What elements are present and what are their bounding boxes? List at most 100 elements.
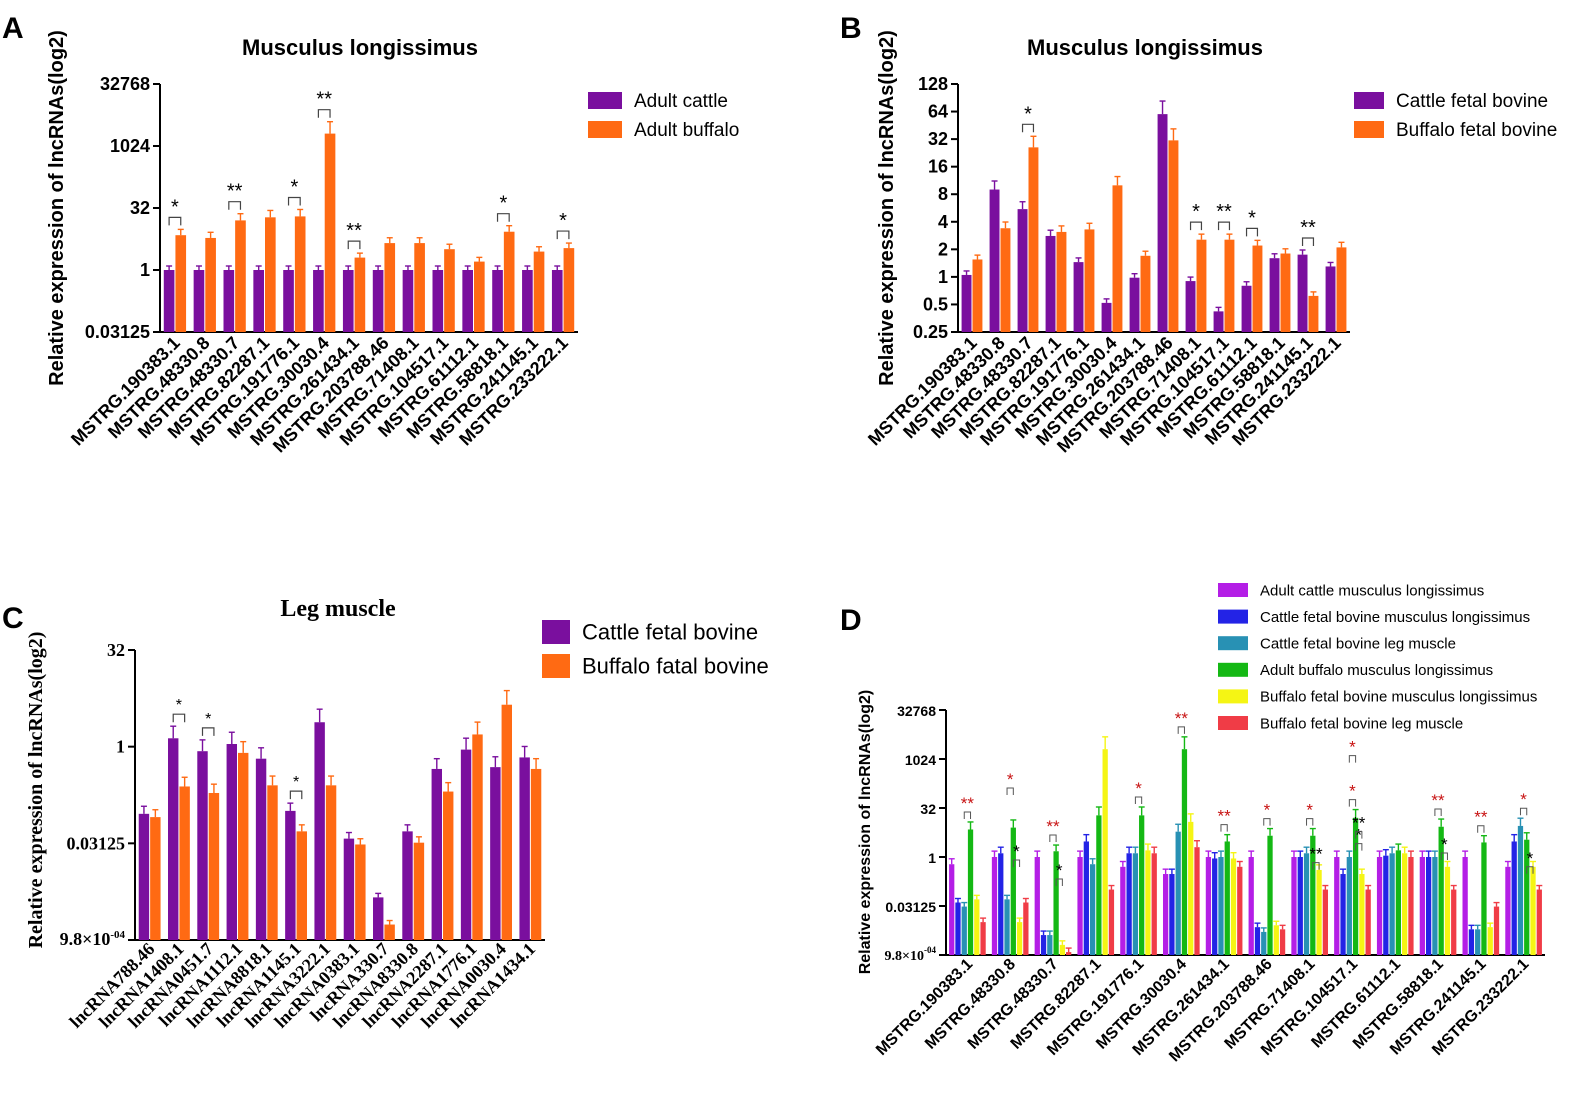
bar bbox=[325, 785, 337, 940]
bar bbox=[1010, 827, 1016, 955]
bar bbox=[1308, 295, 1319, 332]
bar bbox=[1084, 229, 1095, 332]
bar bbox=[1325, 266, 1336, 332]
legend-swatch bbox=[542, 620, 570, 644]
bar bbox=[294, 216, 306, 332]
bar bbox=[1310, 835, 1316, 955]
bar bbox=[1040, 935, 1047, 955]
bar bbox=[205, 237, 216, 332]
bar bbox=[1402, 853, 1408, 955]
bar bbox=[444, 249, 455, 332]
significance-marker: ** bbox=[1309, 845, 1323, 864]
bar bbox=[1241, 285, 1252, 332]
bar bbox=[492, 270, 503, 332]
significance-marker: * bbox=[1007, 770, 1014, 789]
bar bbox=[998, 853, 1004, 955]
bar bbox=[1487, 927, 1493, 955]
bar bbox=[324, 133, 336, 332]
bar bbox=[1269, 258, 1280, 332]
significance-bracket bbox=[1263, 818, 1271, 826]
bar bbox=[1316, 869, 1322, 955]
bar bbox=[501, 704, 512, 940]
bar bbox=[1145, 850, 1151, 955]
bar bbox=[1408, 857, 1414, 955]
bar bbox=[460, 749, 472, 940]
bar bbox=[265, 217, 276, 332]
bar bbox=[1089, 864, 1096, 955]
significance-marker: * bbox=[205, 711, 211, 728]
bar bbox=[1101, 302, 1112, 332]
bar bbox=[1185, 281, 1196, 332]
bar bbox=[1053, 851, 1059, 955]
bar bbox=[1425, 857, 1432, 955]
bar bbox=[1213, 311, 1224, 332]
bar bbox=[296, 831, 307, 940]
significance-bracket bbox=[287, 196, 301, 206]
significance-bracket bbox=[1055, 878, 1063, 887]
bar bbox=[1028, 147, 1039, 332]
bar bbox=[226, 744, 237, 940]
bar bbox=[443, 791, 454, 940]
bar bbox=[1157, 114, 1168, 332]
significance-bracket bbox=[289, 790, 303, 800]
bar bbox=[384, 243, 396, 332]
bar bbox=[1237, 866, 1243, 955]
legend-label: Buffalo fetal bovine musculus longissimu… bbox=[1260, 689, 1537, 706]
bar bbox=[472, 734, 483, 940]
significance-marker: * bbox=[1192, 201, 1200, 223]
bar bbox=[1000, 228, 1011, 332]
significance-bracket bbox=[317, 109, 331, 118]
y-tick-label: 0.03125 bbox=[67, 833, 126, 853]
bar bbox=[1017, 209, 1028, 332]
legend-label: Adult buffalo musculus longissimus bbox=[1260, 662, 1493, 679]
significance-bracket bbox=[1348, 799, 1357, 807]
bar bbox=[1365, 889, 1371, 955]
bar bbox=[503, 231, 515, 332]
bar bbox=[208, 792, 220, 940]
panel-letter: D bbox=[840, 604, 862, 637]
y-tick-label: 8 bbox=[938, 184, 948, 204]
bar bbox=[314, 722, 325, 940]
bar bbox=[522, 270, 533, 332]
bar bbox=[980, 922, 986, 955]
bar bbox=[1475, 929, 1481, 955]
bar bbox=[223, 270, 235, 332]
significance-marker: ** bbox=[1175, 709, 1189, 728]
bar bbox=[283, 270, 294, 332]
y-tick-label: 32 bbox=[928, 129, 948, 149]
y-tick-label: 0.03125 bbox=[885, 899, 936, 915]
bar bbox=[1481, 842, 1487, 955]
significance-bracket bbox=[228, 201, 242, 210]
bar bbox=[1132, 853, 1139, 955]
bar bbox=[1468, 929, 1475, 955]
bar bbox=[474, 261, 485, 332]
bar bbox=[961, 906, 967, 955]
significance-marker: * bbox=[1441, 835, 1448, 854]
bar bbox=[138, 813, 150, 940]
significance-marker: ** bbox=[1352, 814, 1366, 833]
bar bbox=[1212, 858, 1218, 955]
significance-bracket bbox=[496, 213, 510, 222]
bar bbox=[1083, 841, 1089, 955]
bar bbox=[1175, 831, 1181, 955]
bar bbox=[1023, 902, 1029, 955]
y-tick-label-exponent: -04 bbox=[110, 929, 125, 941]
significance-marker: ** bbox=[227, 181, 243, 203]
y-tick-label: 1 bbox=[938, 267, 948, 287]
bar bbox=[175, 235, 187, 332]
bar bbox=[1139, 815, 1145, 955]
significance-bracket bbox=[1355, 843, 1363, 851]
bar bbox=[1218, 857, 1224, 955]
significance-bracket bbox=[1217, 221, 1231, 231]
legend-label: Cattle fetal bovine musculus longissimus bbox=[1260, 609, 1530, 626]
legend-label: Cattle fetal bovine bbox=[582, 620, 758, 645]
significance-bracket bbox=[1477, 825, 1485, 833]
bar bbox=[402, 270, 414, 332]
significance-bracket bbox=[1434, 808, 1442, 817]
bar bbox=[193, 270, 205, 332]
significance-bracket bbox=[1519, 807, 1528, 816]
panel-c: C Leg muscle 9.8×10-04 0.03125 1 32 Relative e… bbox=[2, 596, 769, 1032]
significance-marker: * bbox=[293, 774, 299, 791]
significance-marker: * bbox=[499, 193, 507, 215]
chart-title: Musculus longissimus bbox=[242, 35, 478, 60]
